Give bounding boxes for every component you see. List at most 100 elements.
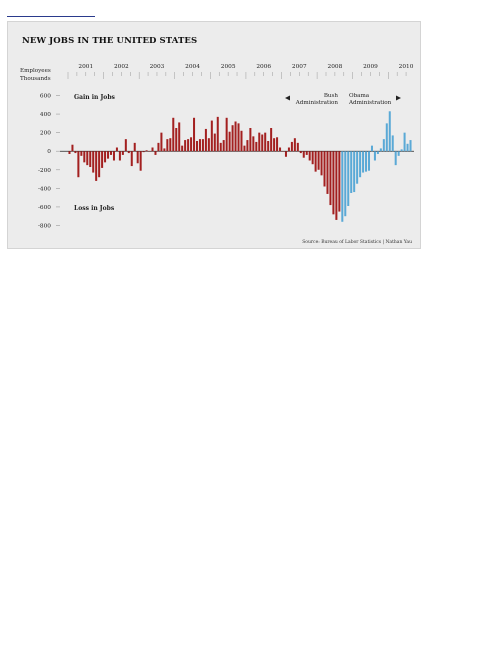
bar — [284, 151, 287, 157]
bar — [293, 138, 296, 152]
bar — [109, 151, 113, 155]
bar — [388, 111, 391, 152]
bar — [107, 151, 110, 159]
bar — [157, 142, 160, 152]
year-label: 2002 — [114, 64, 129, 70]
bar — [133, 142, 136, 152]
bar — [382, 139, 385, 152]
bar — [299, 151, 302, 154]
bar — [347, 151, 350, 206]
bar — [115, 147, 118, 152]
year-label: 2006 — [256, 64, 271, 70]
bar — [338, 151, 341, 212]
bar — [370, 145, 373, 152]
annotation-layer: 600 400 200 0 -200 -400 -600 -800 2001 2002 2003 20… — [38, 64, 414, 245]
bar — [130, 151, 133, 167]
bar — [329, 151, 332, 206]
bar — [92, 151, 95, 173]
bar — [296, 142, 299, 152]
bar — [270, 128, 273, 152]
bar — [243, 145, 246, 152]
bar — [320, 151, 323, 176]
bar — [193, 117, 196, 152]
bar — [216, 116, 219, 152]
bar — [166, 139, 169, 152]
bar — [231, 125, 234, 152]
bar — [219, 142, 222, 152]
year-label: 2008 — [328, 64, 343, 70]
bar — [68, 151, 71, 154]
bar-chart: 600 400 200 0 -200 -400 -600 -800 2001 2002 2003 20… — [38, 64, 414, 245]
bar — [234, 121, 237, 152]
bar — [252, 136, 255, 152]
bar — [225, 117, 228, 152]
gain-annotation: Gain in Jobs — [74, 94, 116, 101]
bush-annotation-line: Bush — [324, 93, 339, 99]
bar — [207, 138, 210, 152]
y-tick-label: -400 — [38, 186, 51, 192]
bar — [237, 123, 240, 152]
bar — [104, 151, 107, 163]
bar — [74, 151, 77, 154]
bar — [86, 151, 89, 166]
bar — [308, 151, 311, 161]
bar — [222, 140, 225, 152]
bar — [350, 151, 353, 193]
bar — [362, 151, 365, 173]
bar — [279, 147, 282, 152]
bar — [187, 139, 190, 152]
bars-layer — [68, 111, 412, 222]
bar — [139, 151, 142, 171]
bar — [335, 151, 338, 220]
bar — [228, 131, 231, 152]
year-label: 2009 — [363, 64, 378, 70]
y-tick-label: 600 — [40, 94, 51, 100]
bar — [201, 139, 204, 152]
bar — [204, 128, 207, 152]
bar — [124, 139, 127, 152]
bar — [356, 151, 359, 184]
bar — [249, 128, 252, 152]
y-axis-label-line: Employees — [20, 68, 51, 74]
bar — [145, 150, 148, 152]
bush-annotation-line: Administration — [295, 100, 339, 106]
bar — [136, 151, 139, 164]
bar — [403, 132, 406, 152]
obama-annotation-line: Administration — [348, 100, 392, 106]
year-label: 2007 — [292, 64, 307, 70]
obama-arrow-icon — [396, 95, 401, 101]
bar — [261, 134, 264, 152]
bar — [290, 141, 293, 152]
year-label: 2003 — [150, 64, 165, 70]
bar — [160, 132, 163, 152]
bar — [195, 141, 199, 152]
chart-title: NEW JOBS IN THE UNITED STATES — [22, 36, 198, 46]
y-tick-label: -800 — [38, 224, 51, 230]
bar — [118, 151, 121, 161]
bar — [255, 141, 258, 152]
bar — [172, 117, 175, 152]
bar — [240, 130, 243, 152]
y-tick-label: 200 — [40, 131, 51, 137]
bar — [276, 137, 279, 152]
bar — [373, 151, 376, 161]
bar — [77, 151, 80, 178]
bar — [391, 135, 394, 152]
bar — [246, 140, 249, 152]
bar — [98, 151, 101, 178]
bar — [127, 151, 130, 154]
loss-annotation: Loss in Jobs — [74, 205, 115, 212]
bar — [326, 151, 329, 194]
bar — [273, 138, 276, 152]
bar — [190, 137, 193, 152]
year-label: 2004 — [185, 64, 200, 70]
bar — [154, 151, 157, 155]
bar — [302, 151, 305, 158]
bar — [178, 122, 181, 152]
bar — [394, 151, 397, 166]
bar — [181, 145, 184, 152]
bar — [323, 151, 326, 187]
year-label: 2005 — [221, 64, 236, 70]
bar — [121, 151, 124, 155]
bar — [267, 141, 270, 152]
